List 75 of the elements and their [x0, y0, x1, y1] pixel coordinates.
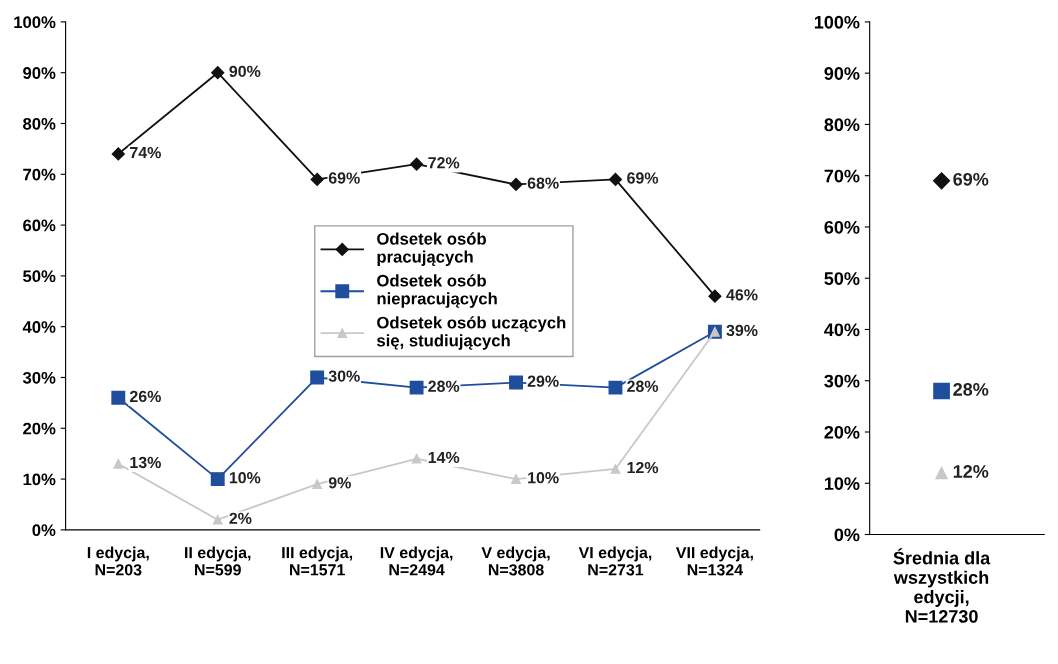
- legend-label: Odsetek osób uczących się, studiujących: [377, 316, 566, 350]
- data-label: 69%: [627, 172, 659, 184]
- data-label: 9%: [328, 477, 351, 489]
- data-label: 12%: [953, 465, 989, 478]
- x-tick-label: Średnia dla wszystkich edycji, N=12730: [893, 548, 991, 623]
- y-tick-label: 30%: [22, 371, 56, 384]
- y-tick-label: 10%: [23, 473, 56, 486]
- data-label: 29%: [527, 375, 559, 387]
- data-label: 74%: [130, 147, 161, 159]
- point: [211, 66, 225, 80]
- x-tick-label: II edycja, N=599: [185, 546, 251, 576]
- y-tick-label: 20%: [23, 422, 56, 435]
- y-tick-label: 10%: [824, 477, 860, 490]
- y-tick-label: 30%: [824, 374, 860, 388]
- data-label: 28%: [627, 380, 659, 392]
- y-tick-label: 60%: [824, 220, 860, 234]
- x-tick-label: III edycja, N=1571: [282, 546, 353, 576]
- point: [411, 453, 422, 464]
- data-label: 30%: [328, 370, 360, 382]
- point: [113, 458, 124, 469]
- data-label: 2%: [229, 512, 252, 524]
- data-label: 72%: [428, 157, 460, 169]
- y-tick-label: 40%: [824, 323, 860, 337]
- data-label: 28%: [428, 380, 460, 392]
- data-label: 28%: [953, 383, 989, 396]
- y-tick-label: 100%: [14, 16, 56, 29]
- x-tick-label: VII edycja, N=1324: [675, 546, 753, 576]
- y-tick-label: 100%: [814, 15, 860, 29]
- y-tick-label: 60%: [23, 219, 56, 232]
- data-label: 90%: [229, 65, 261, 77]
- data-label: 68%: [527, 177, 559, 189]
- data-label: 12%: [627, 461, 659, 474]
- y-tick-label: 40%: [22, 321, 56, 333]
- data-label: 14%: [428, 451, 460, 464]
- point: [212, 514, 223, 525]
- data-label: 69%: [328, 172, 360, 184]
- point: [608, 380, 623, 395]
- legend-label: Odsetek osób niepracujących: [377, 274, 497, 308]
- point: [708, 289, 722, 303]
- point: [210, 472, 225, 487]
- data-label: 13%: [130, 456, 161, 469]
- y-tick-label: 20%: [824, 425, 860, 439]
- y-tick-label: 70%: [23, 168, 56, 181]
- data-label: 10%: [528, 472, 559, 484]
- y-tick-label: 50%: [23, 270, 56, 283]
- legend-label: Odsetek osób pracujących: [377, 232, 486, 266]
- y-tick-label: 50%: [824, 272, 860, 285]
- x-tick-label: I edycja, N=203: [87, 546, 149, 576]
- data-label: 39%: [726, 324, 758, 337]
- y-tick-label: 70%: [824, 169, 860, 183]
- y-tick-label: 80%: [824, 118, 860, 132]
- point: [511, 474, 521, 484]
- point: [310, 370, 325, 385]
- x-tick-label: IV edycja, N=2494: [380, 546, 453, 576]
- data-label: 26%: [129, 390, 161, 403]
- y-tick-label: 90%: [824, 67, 860, 80]
- point: [410, 157, 424, 171]
- point: [509, 375, 523, 390]
- x-tick-label: V edycja, N=3808: [481, 546, 550, 576]
- y-tick-label: 0%: [32, 524, 56, 537]
- data-label: 69%: [953, 172, 989, 186]
- point: [608, 172, 623, 186]
- data-label: 46%: [726, 289, 758, 301]
- point: [111, 390, 126, 405]
- point: [312, 479, 323, 490]
- point: [409, 380, 424, 395]
- point: [310, 172, 324, 186]
- x-tick-label: VI edycja, N=2731: [578, 546, 652, 576]
- y-tick-label: 80%: [23, 117, 56, 130]
- point: [509, 177, 523, 192]
- data-label: 10%: [229, 472, 261, 484]
- y-tick-label: 90%: [23, 67, 56, 79]
- point: [610, 464, 621, 474]
- y-tick-label: 0%: [834, 528, 860, 542]
- point: [111, 147, 125, 161]
